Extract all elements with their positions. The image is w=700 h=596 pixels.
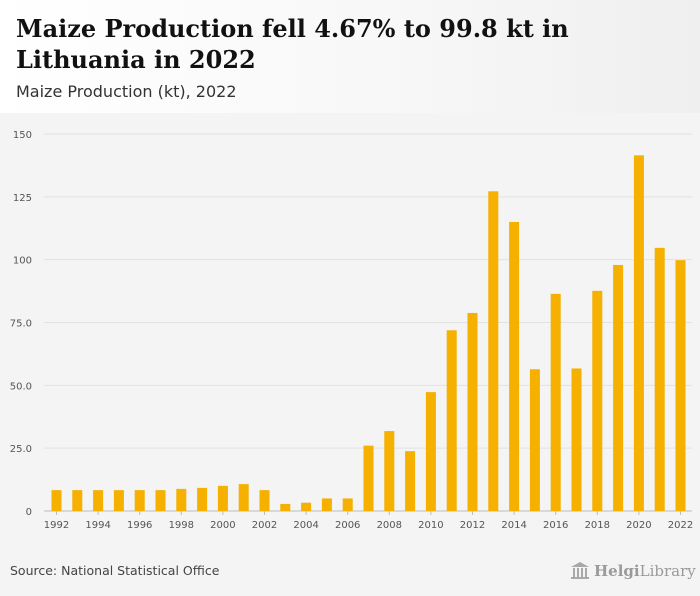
x-tick-label: 2004 [293,520,318,531]
x-tick-label: 2006 [335,520,360,531]
bar-2008 [384,431,395,511]
y-tick-label: 125 [13,193,32,204]
chart-footer: Source: National Statistical Office Helg… [0,543,700,596]
bar-2022 [675,260,686,511]
x-tick-label: 2010 [418,520,443,531]
x-tick-label: 2002 [252,520,277,531]
bar-2004 [301,502,312,511]
bar-2020 [633,155,644,511]
x-tick-label: 2008 [377,520,402,531]
chart-title: Maize Production fell 4.67% to 99.8 kt i… [16,14,569,74]
bar-2003 [280,503,291,511]
bar-1998 [176,488,187,511]
bar-2016 [550,293,561,511]
y-tick-label: 100 [13,256,32,267]
y-tick-label: 50.0 [10,381,32,392]
chart-header: Maize Production fell 4.67% to 99.8 kt i… [0,0,700,113]
x-tick-label: 1994 [85,520,110,531]
library-building-icon [571,562,589,579]
x-tick-label: 2018 [585,520,610,531]
bar-2005 [321,498,332,511]
bar-1993 [72,490,83,511]
bar-2002 [259,490,270,511]
y-tick-label: 25.0 [10,444,32,455]
bar-2014 [509,221,520,511]
logo-text-bold: Helgi [594,562,640,580]
y-tick-label: 0 [26,507,32,518]
source-note: Source: National Statistical Office [10,563,220,578]
x-tick-label: 2016 [543,520,568,531]
bar-2007 [363,445,374,511]
bar-2000 [217,485,228,511]
bar-2017 [571,368,582,511]
bar-2009 [405,451,416,511]
x-tick-label: 2022 [668,520,693,531]
bar-1992 [51,490,62,511]
bar-1994 [93,490,104,511]
x-tick-label: 2020 [626,520,651,531]
x-tick-label: 2000 [210,520,235,531]
y-tick-label: 150 [13,130,32,141]
bar-2012 [467,312,478,511]
x-tick-label: 2014 [501,520,526,531]
bar-2019 [613,264,624,511]
bar-2013 [488,191,499,511]
bar-1999 [197,487,208,511]
y-tick-label: 75.0 [10,319,32,330]
bar-2010 [425,392,436,511]
x-tick-label: 1996 [127,520,152,531]
x-tick-label: 2012 [460,520,485,531]
bar-2021 [654,247,665,511]
bar-1995 [113,490,124,511]
bar-2006 [342,498,353,511]
bar-2011 [446,330,457,511]
logo-text-light: Library [639,562,696,580]
helgi-library-logo[interactable]: Helgi Library [570,560,696,582]
x-tick-label: 1992 [44,520,69,531]
bar-chart: 0 25.0 50.0 75.0 100 125 150 1992 1994 1996 1998 20… [10,130,693,531]
chart-subtitle: Maize Production (kt), 2022 [16,82,237,101]
x-tick-label: 1998 [169,520,194,531]
bar-2001 [238,484,249,511]
chart-panel: 0 25.0 50.0 75.0 100 125 150 1992 1994 1996 1998 20… [0,113,700,543]
bar-1997 [155,490,166,511]
bar-1996 [134,490,145,511]
bar-2015 [529,369,540,511]
bar-2018 [592,290,603,511]
